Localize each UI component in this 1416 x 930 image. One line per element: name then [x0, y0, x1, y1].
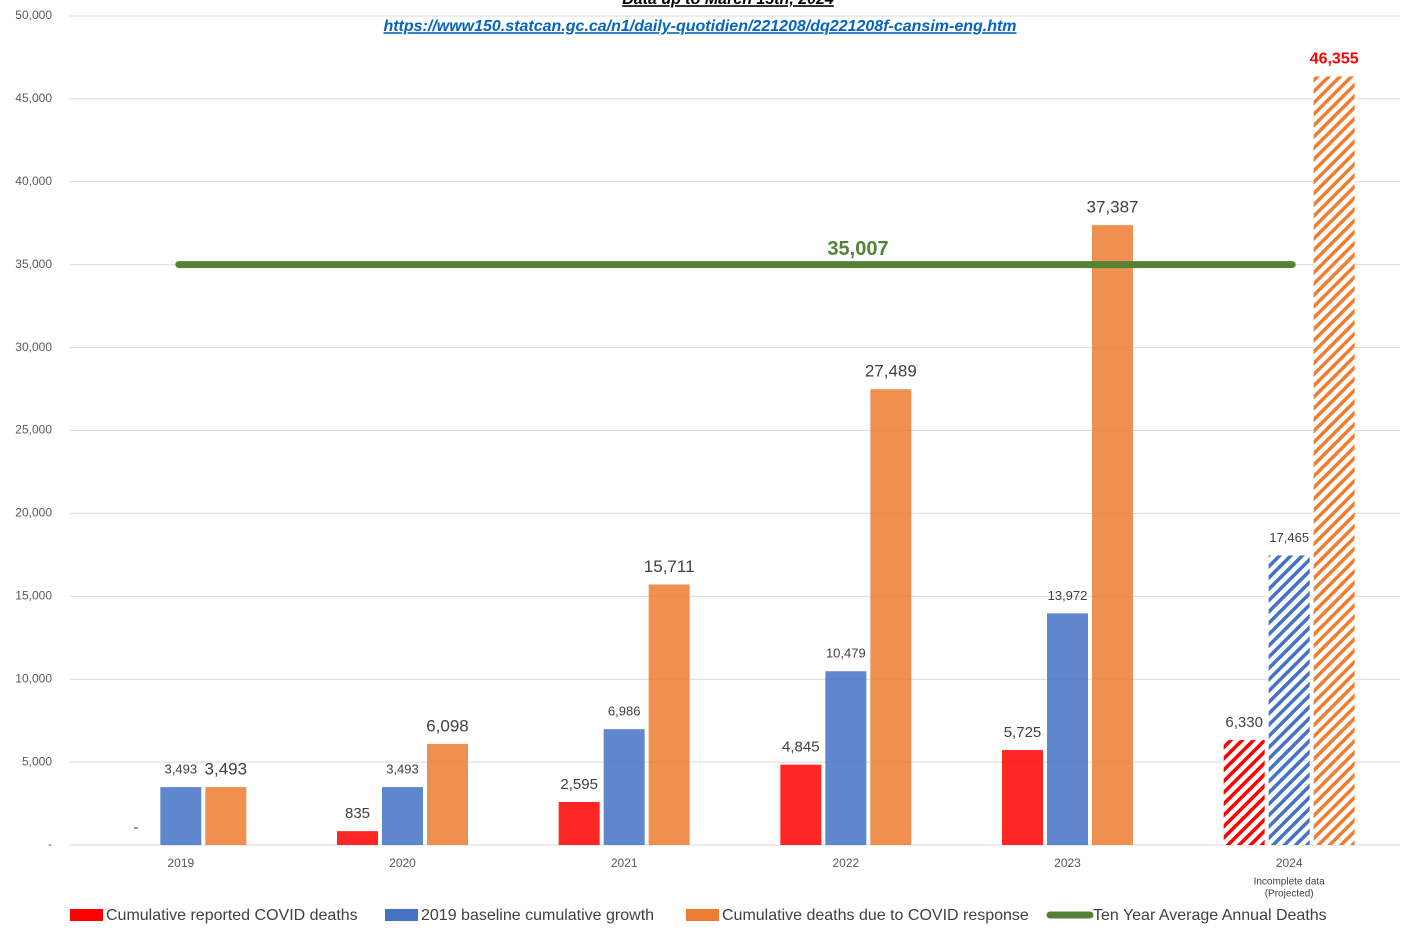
bar: [648, 584, 690, 845]
x-tick-label: 2020: [389, 856, 416, 870]
bar: [603, 729, 645, 845]
chart-title: Data up to March 13th, 2024: [622, 0, 834, 8]
x-tick-label: 2022: [832, 856, 859, 870]
bar: [382, 787, 423, 845]
y-tick-label: 5,000: [22, 754, 52, 768]
legend-swatch: [686, 909, 719, 921]
data-label: 4,845: [782, 739, 820, 756]
data-label: 37,387: [1087, 198, 1139, 217]
legend-label: 2019 baseline cumulative growth: [421, 907, 654, 924]
data-label: 13,972: [1048, 588, 1088, 603]
data-label: 15,711: [644, 557, 695, 576]
bar: [427, 743, 468, 845]
y-tick-label: 40,000: [15, 174, 52, 188]
bar: [558, 801, 600, 845]
source-link[interactable]: https://www150.statcan.gc.ca/n1/daily-qu…: [383, 18, 1016, 35]
y-tick-label: -: [48, 837, 52, 851]
data-label: 2,595: [560, 776, 598, 793]
y-tick-label: 25,000: [15, 423, 52, 437]
y-tick-label: 10,000: [15, 671, 52, 685]
y-tick-label: 45,000: [15, 91, 52, 105]
legend-label: Ten Year Average Annual Deaths: [1093, 907, 1327, 924]
legend-label: Cumulative deaths due to COVID response: [722, 907, 1029, 924]
data-label: 3,493: [386, 762, 419, 777]
category-note: (Projected): [1265, 889, 1314, 900]
x-tick-label: 2021: [611, 856, 638, 870]
data-label: 6,986: [608, 704, 641, 719]
legend-label: Cumulative reported COVID deaths: [106, 907, 358, 924]
bar: [1268, 555, 1310, 845]
y-tick-label: 30,000: [15, 340, 52, 354]
x-tick-label: 2019: [167, 856, 194, 870]
legend-swatch: [385, 909, 418, 921]
category-note: Incomplete data: [1254, 877, 1326, 888]
data-label: 6,330: [1225, 714, 1263, 731]
bar: [1002, 750, 1043, 845]
bar: [1092, 225, 1133, 845]
y-tick-label: 15,000: [15, 588, 52, 602]
bar: [1047, 613, 1088, 845]
y-tick-label: 35,000: [15, 257, 52, 271]
x-tick-label: 2024: [1276, 856, 1303, 870]
data-label: 3,493: [205, 760, 248, 779]
line-label: 35,007: [827, 238, 888, 260]
bar: [1313, 76, 1355, 846]
data-label: 27,489: [865, 362, 917, 381]
data-label: 835: [345, 805, 370, 822]
data-label: 5,725: [1004, 724, 1042, 741]
bar: [160, 787, 202, 845]
bar: [825, 671, 867, 845]
bar: [780, 764, 822, 845]
data-label: -: [133, 819, 138, 836]
data-label: 10,479: [826, 646, 866, 661]
x-tick-label: 2023: [1054, 856, 1081, 870]
bar: [337, 831, 378, 845]
y-tick-label: 50,000: [15, 8, 52, 22]
bar: [870, 389, 912, 845]
data-label: 46,355: [1310, 51, 1359, 68]
legend-swatch: [70, 909, 103, 921]
data-label: 6,098: [426, 716, 469, 735]
bar: [205, 787, 247, 845]
data-label: 3,493: [165, 762, 198, 777]
y-tick-label: 20,000: [15, 506, 52, 520]
bar: [1223, 740, 1265, 845]
data-label: 17,465: [1269, 530, 1309, 545]
